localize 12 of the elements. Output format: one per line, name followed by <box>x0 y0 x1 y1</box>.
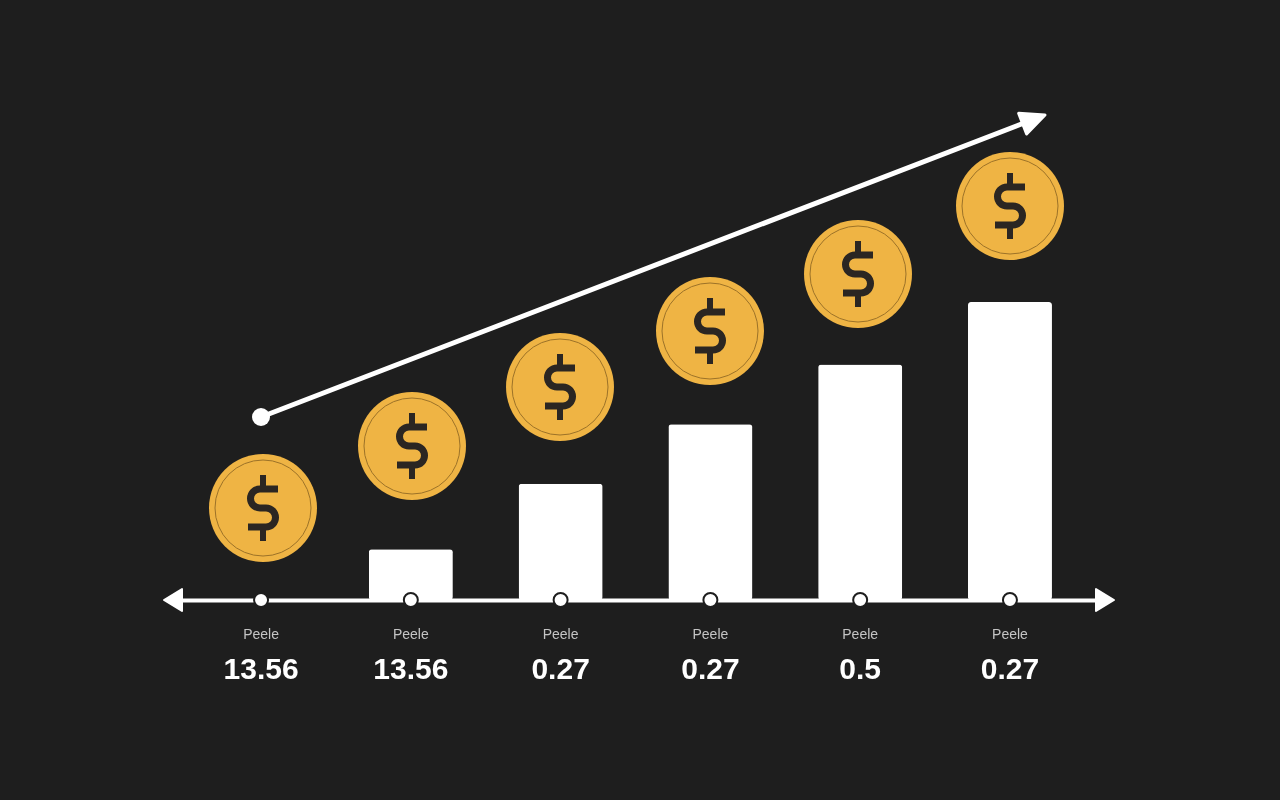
x-tick-label: Peele <box>692 625 729 642</box>
text: 13.56 <box>373 652 449 685</box>
x-tick-label: Peele <box>842 625 879 642</box>
x-tick-label: Peele <box>392 625 429 642</box>
text: 0.27 <box>531 652 590 685</box>
text: 0.5 <box>839 652 882 685</box>
text: 13.56 <box>223 652 299 685</box>
x-tick-label: Peele <box>992 625 1029 642</box>
text: 0.27 <box>681 652 740 685</box>
x-tick-label: Peele <box>243 625 280 642</box>
text: 0.27 <box>980 652 1040 685</box>
x-tick-label: Peele <box>542 625 579 642</box>
